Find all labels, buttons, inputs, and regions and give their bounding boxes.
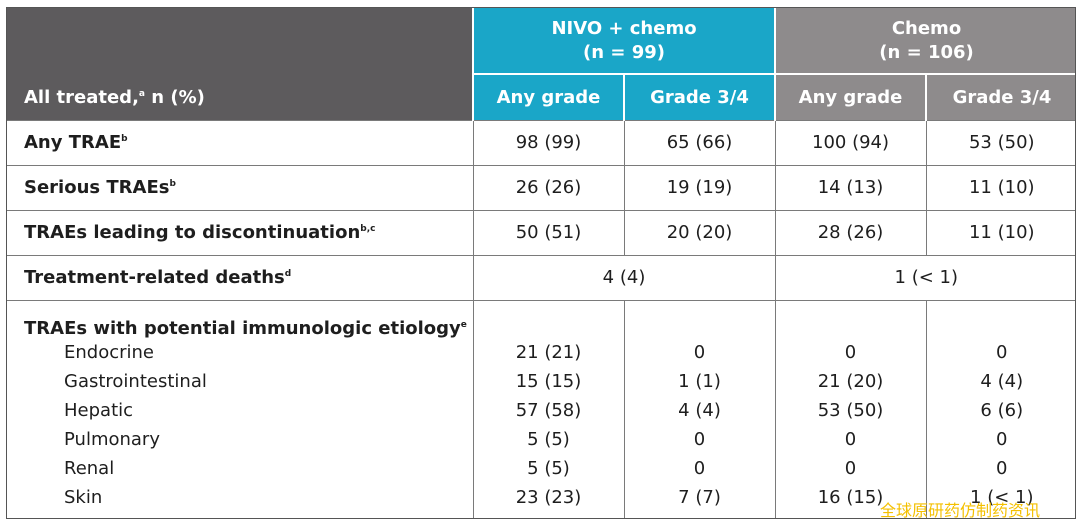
immuno-value-cell: 21 (20) xyxy=(817,370,884,392)
row-label-text: All treated, xyxy=(24,86,139,108)
immuno-subcategory-label: Renal xyxy=(64,457,115,479)
table-cell: 20 (20) xyxy=(623,209,776,255)
immuno-values-list: 0 21 (20) 53 (50) 0 0 16 (15) xyxy=(777,338,925,512)
immuno-value-cell: 4 (4) xyxy=(980,370,1024,392)
header-chemo-any-grade: Any grade xyxy=(774,74,927,120)
header-nivo-arm: NIVO + chemo (n = 99) xyxy=(471,8,776,75)
chemo-arm-n: (n = 106) xyxy=(879,41,974,63)
table-row-deaths: Treatment-related deathsd 4 (4) 1 (< 1) xyxy=(7,254,1075,300)
header-row-arms: All treated,a n (%) NIVO + chemo (n = 99… xyxy=(7,8,1075,120)
table-cell: 53 (50) xyxy=(925,119,1075,165)
immuno-value-cell: 23 (23) xyxy=(515,486,582,508)
immuno-value-cell: 5 (5) xyxy=(527,457,570,479)
immuno-value-cell: 15 (15) xyxy=(515,370,582,392)
immuno-value-cell: 1 (< 1) xyxy=(970,486,1034,508)
immuno-value-cell: 0 xyxy=(996,457,1008,479)
immuno-value-cell: 57 (58) xyxy=(515,399,582,421)
watermark-text: 全球原研药仿制药资讯 xyxy=(880,501,1041,520)
row-label: Any TRAEb xyxy=(7,119,473,165)
immuno-value-cell: 7 (7) xyxy=(678,486,721,508)
nivo-arm-n: (n = 99) xyxy=(583,41,665,63)
row-label-sup: d xyxy=(284,269,292,279)
header-row-label: All treated,a n (%) xyxy=(7,8,473,120)
immuno-value-cell: 53 (50) xyxy=(817,399,884,421)
immuno-values-col: 0 4 (4) 6 (6) 0 0 1 (< 1) xyxy=(925,299,1075,518)
row-label: Serious TRAEsb xyxy=(7,164,473,210)
row-label-sup: b xyxy=(121,134,128,144)
table-cell: 11 (10) xyxy=(925,164,1075,210)
table-cell: 26 (26) xyxy=(472,164,624,210)
header-nivo-any-grade: Any grade xyxy=(472,74,624,120)
table-cell: 50 (51) xyxy=(472,209,624,255)
immuno-value-cell: 0 xyxy=(693,428,706,450)
table-cell: 11 (10) xyxy=(925,209,1075,255)
row-label-text: Treatment-related deaths xyxy=(24,267,285,288)
table-cell: 19 (19) xyxy=(623,164,776,210)
table-cell: 28 (26) xyxy=(774,209,927,255)
immuno-values-list: 21 (21) 15 (15) 57 (58) 5 (5) 5 (5) 23 (23) xyxy=(475,338,623,512)
immuno-label-sup: e xyxy=(460,319,467,330)
table-cell: 14 (13) xyxy=(774,164,927,210)
immuno-value-cell: 0 xyxy=(996,341,1008,363)
deaths-nivo-cell: 4 (4) xyxy=(472,254,776,300)
table-row: TRAEs leading to discontinuationb,c 50 (… xyxy=(7,209,1075,255)
immuno-value-cell: 4 (4) xyxy=(678,399,721,421)
immuno-value-cell: 0 xyxy=(844,457,857,479)
header-row-grades: Any grade Grade 3/4 Any grade Grade 3/4 xyxy=(7,74,1075,120)
immuno-values-col: 0 1 (1) 4 (4) 0 0 7 (7) xyxy=(623,299,776,518)
immuno-subcategory-list: Endocrine Gastrointestinal Hepatic Pulmonar… xyxy=(24,338,472,512)
table-cell: 65 (66) xyxy=(623,119,776,165)
immuno-subcategory-label: Gastrointestinal xyxy=(64,370,207,392)
immuno-subcategory-label: Hepatic xyxy=(64,399,134,421)
immuno-value-cell: 0 xyxy=(996,428,1008,450)
row-label-suffix: n (%) xyxy=(145,86,205,108)
immuno-value-cell: 0 xyxy=(844,428,857,450)
deaths-chemo-cell: 1 (< 1) xyxy=(774,254,1075,300)
immuno-values-col: 0 21 (20) 53 (50) 0 0 16 (15) xyxy=(774,299,927,518)
immuno-value-cell: 21 (21) xyxy=(515,341,582,363)
row-label: TRAEs leading to discontinuationb,c xyxy=(7,209,473,255)
immuno-value-cell: 5 (5) xyxy=(527,428,570,450)
immuno-subcategory-label: Skin xyxy=(64,486,103,508)
row-label-sup: b,c xyxy=(360,224,376,234)
table-row: Any TRAEb 98 (99) 65 (66) 100 (94) 53 (5… xyxy=(7,119,1075,165)
immuno-label-text: TRAEs with potential immunologic etiolog… xyxy=(24,317,461,339)
row-label-sup: a xyxy=(138,88,145,99)
immuno-label-cell: TRAEs with potential immunologic etiolog… xyxy=(7,299,473,518)
table-row-immunologic: TRAEs with potential immunologic etiolog… xyxy=(7,299,1075,518)
chemo-arm-name: Chemo xyxy=(891,17,962,39)
nivo-arm-name: NIVO + chemo xyxy=(551,17,697,39)
immuno-value-cell: 0 xyxy=(693,457,706,479)
header-chemo-arm: Chemo (n = 106) xyxy=(774,8,1075,75)
row-label-text: TRAEs leading to discontinuation xyxy=(24,222,361,243)
immuno-values-col: 21 (21) 15 (15) 57 (58) 5 (5) 5 (5) 23 (23) xyxy=(472,299,624,518)
header-chemo-grade34: Grade 3/4 xyxy=(925,74,1075,120)
immuno-value-cell: 6 (6) xyxy=(980,399,1024,421)
table-row: Serious TRAEsb 26 (26) 19 (19) 14 (13) 1… xyxy=(7,164,1075,210)
immuno-values-list: 0 4 (4) 6 (6) 0 0 1 (< 1) xyxy=(928,338,1075,512)
row-label: Treatment-related deathsd xyxy=(7,254,473,300)
adverse-events-table: All treated,a n (%) NIVO + chemo (n = 99… xyxy=(7,8,1075,518)
immuno-subcategory-label: Pulmonary xyxy=(64,428,160,450)
immuno-value-cell: 1 (1) xyxy=(678,370,721,392)
adverse-events-table-frame: All treated,a n (%) NIVO + chemo (n = 99… xyxy=(6,7,1076,519)
immuno-value-cell: 0 xyxy=(844,341,857,363)
immuno-subcategory-label: Endocrine xyxy=(64,341,154,363)
table-cell: 98 (99) xyxy=(472,119,624,165)
row-label-sup: b xyxy=(169,179,176,189)
immuno-values-list: 0 1 (1) 4 (4) 0 0 7 (7) xyxy=(626,338,774,512)
header-nivo-grade34: Grade 3/4 xyxy=(622,74,776,120)
immuno-value-cell: 16 (15) xyxy=(817,486,884,508)
immuno-value-cell: 0 xyxy=(693,341,706,363)
table-cell: 100 (94) xyxy=(774,119,927,165)
row-label-text: Any TRAE xyxy=(24,132,122,153)
row-label-text: Serious TRAEs xyxy=(24,177,170,198)
